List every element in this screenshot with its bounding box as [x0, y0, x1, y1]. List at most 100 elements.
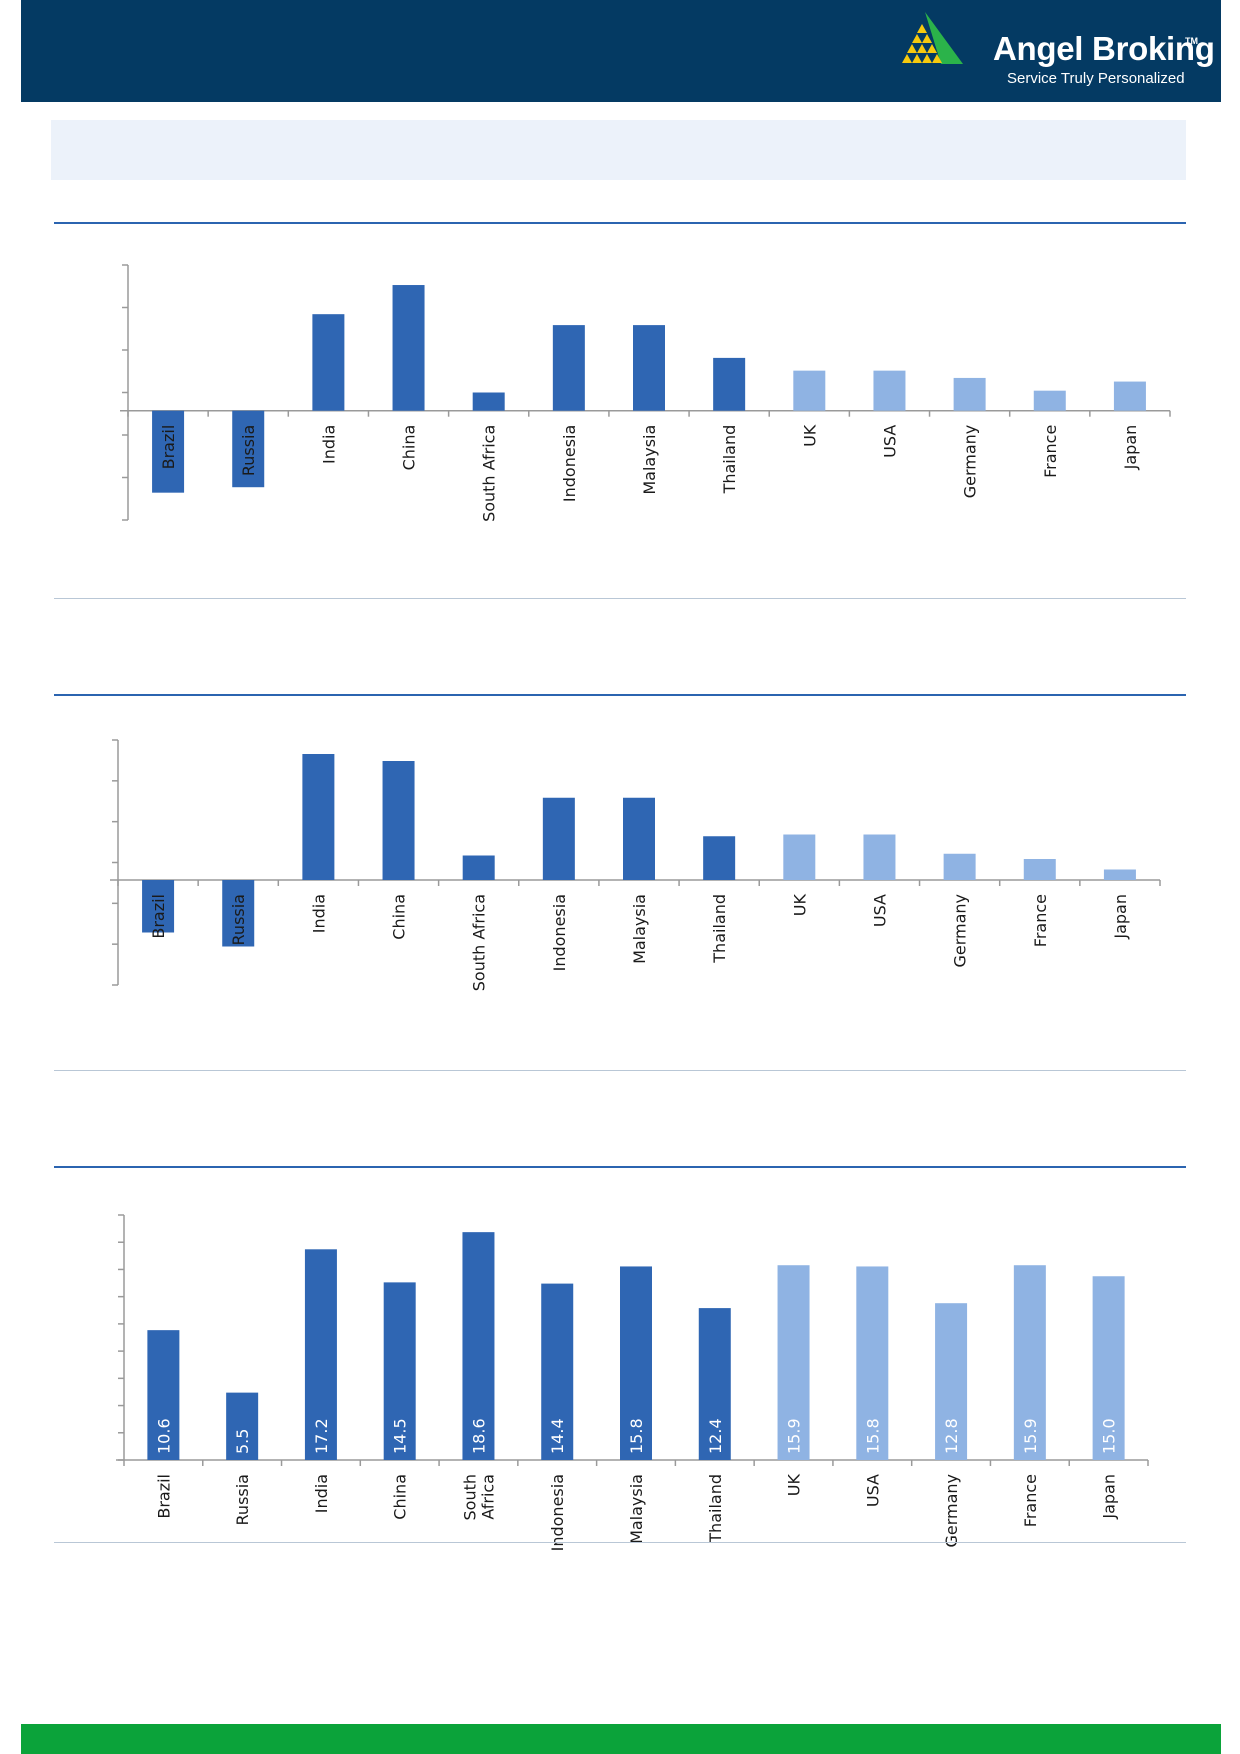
bar	[383, 1282, 416, 1460]
category-label: UK	[800, 424, 819, 447]
bar	[462, 855, 495, 880]
bar	[698, 1308, 731, 1460]
bar	[623, 797, 655, 880]
section-banner	[51, 120, 1186, 180]
brand-tagline: Service Truly Personalized	[1007, 70, 1185, 87]
bar	[777, 1265, 810, 1460]
chart-3-bottom-rule	[54, 1542, 1186, 1543]
bar	[713, 357, 746, 411]
category-label: UK	[790, 893, 809, 916]
bar-chart-2: Brazil Russia India China South Africa Indone…	[110, 739, 1161, 991]
bar	[1013, 1265, 1046, 1460]
bar	[392, 285, 425, 411]
category-label: Japan	[1121, 425, 1140, 471]
bar	[541, 1283, 574, 1460]
logo-triangle	[922, 54, 932, 63]
category-label: China	[391, 1474, 410, 1520]
bar	[152, 410, 185, 493]
bar	[793, 370, 826, 411]
data-label: 15.8	[863, 1418, 882, 1454]
bar-chart-3: 10.6 Brazil 5.5 Russia 17.2 India 14.5 China 18.…	[116, 1214, 1149, 1551]
data-label: 18.6	[469, 1418, 488, 1454]
category-label: Russia	[229, 894, 248, 945]
bar	[382, 761, 415, 880]
category-label: Brazil	[159, 425, 178, 470]
bar	[226, 1392, 259, 1460]
bar	[703, 836, 736, 880]
category-label: Japan	[1100, 1474, 1119, 1520]
category-label: Malaysia	[640, 425, 659, 495]
category-label: China	[400, 425, 419, 471]
category-label: Brazil	[149, 894, 168, 939]
category-label: China	[390, 894, 409, 940]
category-label: South Africa	[470, 894, 489, 991]
page-footer	[21, 1724, 1221, 1754]
category-label: India	[309, 894, 328, 933]
data-label: 15.9	[785, 1418, 804, 1454]
bar-chart-1: Brazil Russia India China South Africa Indone…	[120, 264, 1171, 522]
data-label: 17.2	[312, 1418, 331, 1454]
bar	[953, 377, 986, 411]
bar	[1023, 859, 1056, 880]
logo-triangle	[932, 54, 942, 63]
bar	[222, 880, 255, 947]
brand-name: Angel Broking	[993, 30, 1215, 67]
category-label: Indonesia	[548, 1474, 567, 1551]
category-label: Thailand	[720, 425, 739, 495]
bar	[312, 314, 345, 411]
data-label: 15.0	[1100, 1418, 1119, 1454]
category-label: USA	[880, 425, 899, 458]
brand-logo: Angel Broking TM Service Truly Personali…	[871, 8, 1215, 94]
data-label: 5.5	[233, 1429, 252, 1454]
category-label: Germany	[942, 1474, 961, 1548]
category-label: Brazil	[154, 1474, 173, 1519]
data-label: 15.9	[1021, 1418, 1040, 1454]
bar	[1033, 390, 1066, 411]
bar	[472, 392, 505, 411]
bar	[935, 1303, 968, 1460]
bar	[542, 797, 575, 880]
bar	[302, 754, 335, 880]
category-label: Germany	[961, 425, 980, 499]
category-label: SouthAfrica	[460, 1474, 497, 1521]
data-label: 10.6	[154, 1418, 173, 1454]
bar	[462, 1232, 495, 1460]
logo-triangle	[902, 54, 912, 63]
data-label: 14.5	[391, 1418, 410, 1454]
category-label: Russia	[233, 1474, 252, 1525]
bar	[1103, 869, 1136, 880]
category-label: UK	[785, 1473, 804, 1496]
category-label: Indonesia	[550, 894, 569, 971]
logo-triangle	[912, 34, 922, 43]
category-label: Malaysia	[627, 1474, 646, 1544]
bar	[232, 410, 265, 488]
bar	[142, 880, 175, 933]
category-label: France	[1031, 894, 1050, 947]
bar	[552, 325, 585, 411]
pyramid-logo-icon	[902, 12, 963, 64]
category-label: Russia	[239, 425, 258, 476]
category-label: India	[312, 1474, 331, 1513]
chart-2-top-rule	[54, 694, 1186, 696]
trademark-mark: TM	[1185, 36, 1198, 46]
category-label: Malaysia	[630, 894, 649, 964]
chart-2-bottom-rule	[54, 1070, 1186, 1071]
data-label: 15.8	[627, 1418, 646, 1454]
category-label: Indonesia	[560, 425, 579, 502]
category-label: Thailand	[710, 894, 729, 964]
bar	[783, 834, 816, 880]
logo-triangle	[922, 34, 932, 43]
bar	[620, 1266, 652, 1460]
logo-triangle	[917, 44, 927, 53]
page-header: Angel Broking TM Service Truly Personali…	[21, 0, 1221, 102]
category-label: India	[319, 425, 338, 464]
chart-1-top-rule	[54, 222, 1186, 224]
bar	[856, 1266, 889, 1460]
chart-1-bottom-rule	[54, 598, 1186, 599]
logo-triangle	[912, 54, 922, 63]
category-label: USA	[863, 1474, 882, 1507]
data-label: 14.4	[548, 1418, 567, 1454]
category-label: Germany	[951, 894, 970, 968]
bar	[1092, 1276, 1125, 1460]
chart-3-top-rule	[54, 1166, 1186, 1168]
